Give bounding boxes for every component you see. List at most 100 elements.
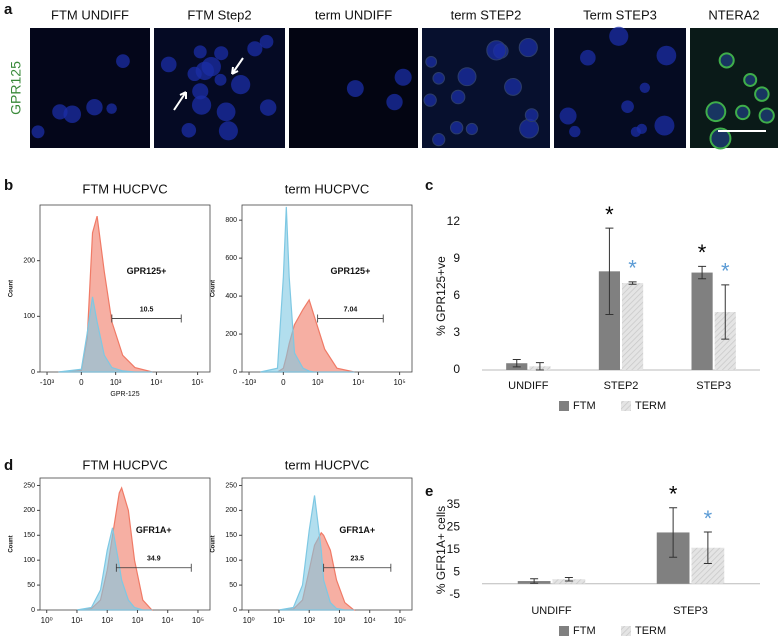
gate-value: 7.04	[344, 306, 358, 313]
y-tick-label: 600	[225, 255, 237, 262]
y-tick-label: 200	[23, 258, 35, 265]
cell-nucleus	[432, 72, 445, 85]
cell-nucleus	[636, 123, 647, 135]
significance-star: *	[704, 506, 713, 531]
cell-nucleus	[425, 55, 438, 68]
panel-letter: b	[4, 177, 13, 194]
image-title: Term STEP3	[583, 7, 657, 22]
image-title: FTM Step2	[187, 7, 251, 22]
plot-frame	[39, 204, 211, 373]
y-tick-label: 25	[447, 520, 461, 534]
x-tick-label: 10⁵	[394, 616, 406, 625]
significance-star: *	[628, 256, 637, 281]
y-tick-label: 0	[31, 607, 35, 614]
error-bar	[512, 359, 521, 368]
x-tick-label: 10¹	[71, 616, 83, 625]
y-tick-label: 3	[453, 325, 460, 339]
x-tick-label: 10⁰	[41, 616, 53, 625]
y-tick-label: 200	[23, 507, 35, 514]
image-title: FTM UNDIFF	[51, 7, 129, 22]
gate-value: 34.9	[147, 556, 161, 563]
cell-nucleus	[259, 99, 277, 116]
cell-nucleus	[758, 107, 775, 124]
histogram-area	[260, 206, 355, 373]
error-bar	[564, 576, 573, 582]
cell-nucleus	[259, 34, 274, 49]
y-tick-label: 12	[447, 214, 461, 228]
significance-star: *	[605, 202, 614, 227]
legend-swatch	[559, 401, 569, 411]
y-tick-label: 5	[453, 565, 460, 579]
y-axis-label: % GPR125+ve	[434, 256, 448, 336]
significance-star: *	[669, 482, 678, 507]
micrographs	[30, 26, 778, 150]
x-tick-label: 10⁰	[243, 616, 255, 625]
x-tick-label: 10⁴	[352, 378, 365, 387]
bar	[714, 312, 736, 370]
error-bar	[721, 284, 730, 340]
y-tick-label: 400	[225, 293, 237, 300]
x-tick-label: 10⁵	[192, 616, 204, 625]
micrograph	[30, 28, 150, 148]
histogram-area	[58, 296, 153, 373]
error-bar	[605, 227, 614, 315]
cell-nucleus	[218, 121, 238, 141]
y-tick-label: 150	[225, 532, 237, 539]
gate	[317, 314, 384, 323]
arrow	[173, 91, 187, 111]
cell-nucleus	[106, 103, 117, 114]
legend-swatch	[621, 626, 631, 636]
cell-nucleus	[214, 73, 227, 86]
cell-nucleus	[519, 118, 539, 139]
panel-letter: c	[425, 177, 433, 194]
y-tick-label: 0	[233, 369, 237, 376]
gate-label: GPR125+	[331, 266, 371, 276]
y-tick-label: 9	[453, 251, 460, 265]
image-title: term UNDIFF	[315, 7, 392, 22]
x-tick-label: UNDIFF	[531, 605, 572, 617]
cell-nucleus	[486, 40, 507, 61]
gate-value: 10.5	[140, 306, 154, 313]
cell-nucleus	[621, 100, 634, 113]
gate-label: GPR125+	[127, 266, 167, 276]
cell-nucleus	[718, 52, 735, 69]
x-tick-label: STEP3	[696, 380, 731, 392]
significance-star: *	[698, 240, 707, 265]
cell-nucleus	[346, 80, 364, 97]
cell-nucleus	[569, 125, 581, 138]
cell-nucleus	[754, 86, 770, 102]
cell-nucleus	[394, 68, 412, 86]
cell-nucleus	[231, 75, 251, 95]
legend-label: TERM	[635, 625, 666, 637]
x-tick-label: 10²	[101, 616, 113, 625]
bar	[622, 283, 644, 370]
error-bar	[530, 578, 539, 584]
y-tick-label: 250	[23, 482, 35, 489]
cell-nucleus	[191, 95, 212, 115]
cell-nucleus	[559, 107, 577, 125]
y-tick-label: 200	[225, 331, 237, 338]
bar	[691, 272, 713, 370]
cell-nucleus	[187, 66, 202, 82]
x-tick-label: 10³	[334, 616, 346, 625]
gate	[115, 563, 192, 572]
cell-nucleus	[705, 101, 727, 123]
cell-nucleus	[449, 121, 464, 135]
error-bar	[669, 507, 678, 558]
x-tick-label: 10⁵	[393, 378, 405, 387]
error-bar	[628, 281, 637, 285]
gate	[323, 563, 392, 572]
y-tick-label: 100	[23, 313, 35, 320]
y-tick-label: 100	[23, 557, 35, 564]
y-tick-label: 15	[447, 542, 461, 556]
y-axis-label: % GFR1A+ cells	[434, 506, 448, 594]
cell-nucleus	[735, 104, 751, 121]
cell-nucleus	[386, 93, 403, 111]
cell-nucleus	[518, 37, 538, 58]
y-tick-label: 100	[225, 557, 237, 564]
x-tick-label: STEP2	[604, 380, 639, 392]
y-tick-label: 800	[225, 217, 237, 224]
histogram-area	[278, 495, 354, 611]
cell-nucleus	[63, 105, 82, 123]
